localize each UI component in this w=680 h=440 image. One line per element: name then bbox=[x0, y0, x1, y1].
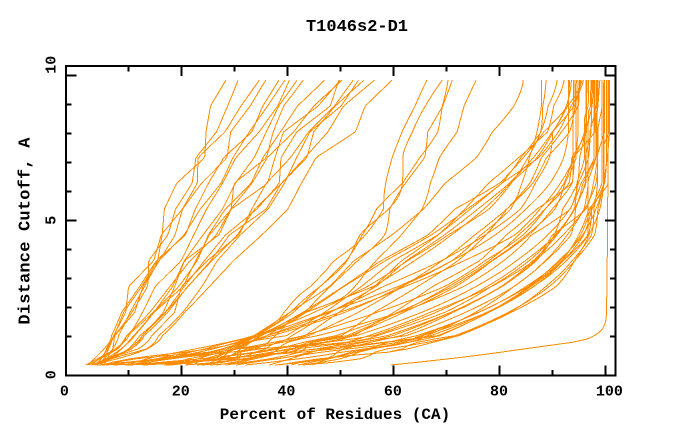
svg-text:T1046s2-D1: T1046s2-D1 bbox=[306, 18, 408, 37]
svg-text:0: 0 bbox=[44, 370, 61, 379]
svg-text:Percent of Residues (CA): Percent of Residues (CA) bbox=[220, 406, 450, 424]
svg-text:100: 100 bbox=[596, 383, 623, 400]
svg-text:5: 5 bbox=[44, 216, 61, 225]
svg-text:60: 60 bbox=[384, 383, 402, 400]
svg-text:0: 0 bbox=[60, 383, 69, 400]
svg-text:20: 20 bbox=[172, 383, 190, 400]
svg-text:40: 40 bbox=[277, 383, 295, 400]
svg-text:Distance Cutoff, A: Distance Cutoff, A bbox=[17, 137, 36, 325]
svg-text:10: 10 bbox=[44, 56, 61, 74]
svg-text:80: 80 bbox=[490, 383, 508, 400]
